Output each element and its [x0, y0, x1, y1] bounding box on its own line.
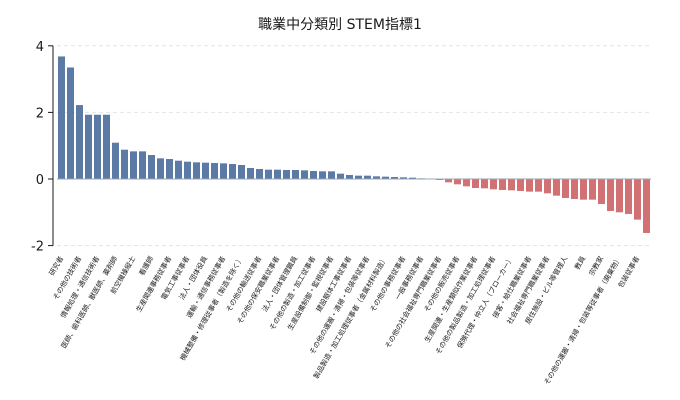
- bar: [444, 179, 453, 183]
- bar: [597, 179, 606, 204]
- bar: [462, 179, 471, 187]
- chart-title: 職業中分類別 STEM指標1: [258, 17, 422, 33]
- bar: [210, 163, 219, 179]
- bar: [327, 171, 336, 179]
- bar: [120, 149, 129, 179]
- bar: [363, 175, 372, 179]
- bar: [219, 163, 228, 179]
- bar: [633, 179, 642, 220]
- bar: [174, 160, 183, 179]
- bar: [129, 151, 138, 179]
- x-axis-category-labels: 研究者その他の技術者情報処理・通信技術者医師、歯科医師、獣医師、薬剤師航空機操縦…: [47, 255, 641, 387]
- bar: [84, 114, 93, 179]
- bar: [552, 179, 561, 196]
- bar: [318, 171, 327, 179]
- bar: [66, 67, 75, 179]
- bar: [606, 179, 615, 211]
- bar: [282, 170, 291, 179]
- bar: [579, 179, 588, 200]
- bar: [75, 105, 84, 179]
- bar: [588, 179, 597, 200]
- y-tick-label: 4: [36, 40, 44, 55]
- x-tick-label: 看護師: [137, 255, 155, 278]
- x-tick-label: 教員: [572, 255, 587, 272]
- bar: [642, 179, 651, 233]
- bar: [453, 179, 462, 185]
- bar: [102, 114, 111, 179]
- bar: [408, 177, 417, 179]
- bar: [165, 159, 174, 179]
- bar: [570, 179, 579, 199]
- y-tick-label: 0: [36, 173, 44, 188]
- bar: [93, 114, 102, 179]
- bar: [498, 179, 507, 190]
- bar: [543, 179, 552, 194]
- bar: [471, 179, 480, 188]
- bar: [309, 171, 318, 179]
- bar: [399, 177, 408, 179]
- bar: [246, 168, 255, 179]
- bar: [147, 155, 156, 179]
- bar: [381, 176, 390, 179]
- x-tick-label: 研究者: [47, 255, 65, 278]
- bar: [525, 179, 534, 192]
- bar: [291, 170, 300, 179]
- bar: [480, 179, 489, 189]
- bar: [534, 179, 543, 192]
- gridlines: [57, 45, 651, 247]
- bar: [228, 164, 237, 179]
- bar: [156, 158, 165, 179]
- bar: [237, 165, 246, 179]
- y-axis: -2 0 2 4: [31, 40, 54, 255]
- bar: [336, 173, 345, 179]
- bar: [201, 162, 210, 179]
- y-tick-label: -2: [31, 240, 44, 255]
- bars: [57, 56, 651, 233]
- bar: [273, 169, 282, 179]
- bar: [264, 169, 273, 179]
- bar: [561, 179, 570, 198]
- bar: [192, 162, 201, 179]
- bar: [390, 177, 399, 179]
- bar: [516, 179, 525, 191]
- bar: [624, 179, 633, 214]
- bar: [300, 170, 309, 179]
- bar: [255, 169, 264, 179]
- bar: [183, 161, 192, 179]
- bar: [372, 176, 381, 179]
- bar: [507, 179, 516, 191]
- bar: [57, 56, 66, 179]
- x-tick-label: 宗教家: [587, 255, 605, 278]
- bar: [489, 179, 498, 190]
- bar: [345, 175, 354, 179]
- bar: [138, 151, 147, 179]
- y-tick-label: 2: [36, 106, 44, 121]
- bar: [615, 179, 624, 213]
- bar: [354, 175, 363, 179]
- bar: [111, 142, 120, 179]
